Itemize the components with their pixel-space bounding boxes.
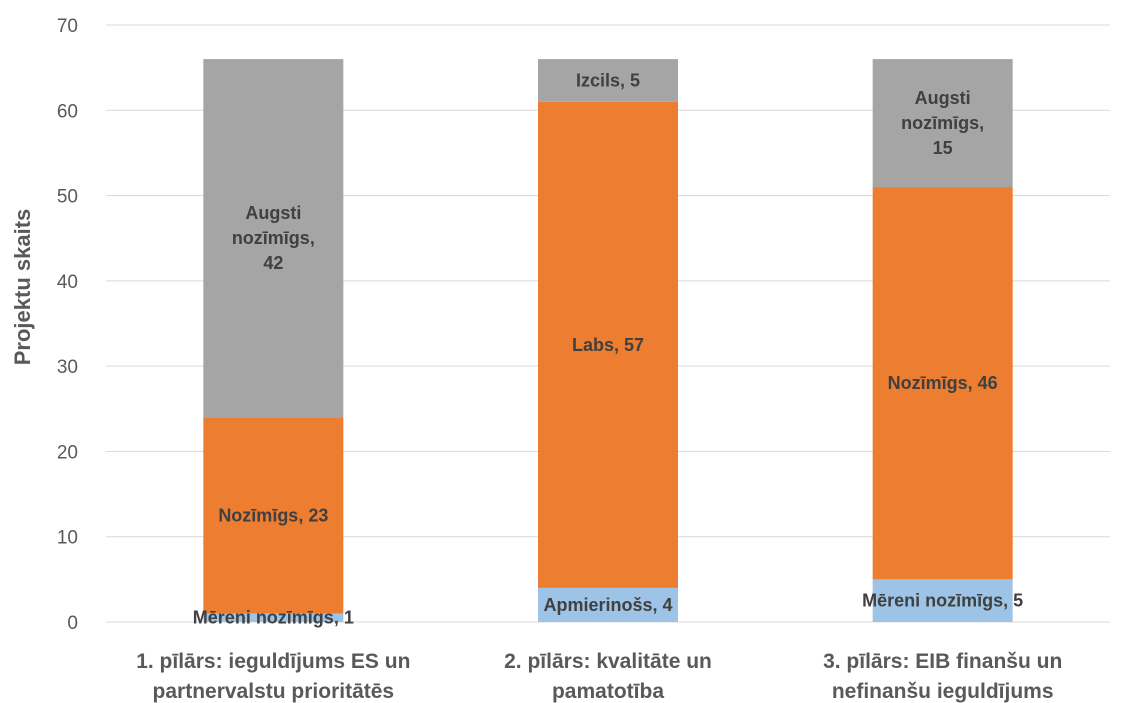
segment-label-line: Nozīmīgs, 46 [888,373,998,393]
segment-label-line: Apmierinošs, 4 [543,595,672,615]
bar-segment [872,187,1013,580]
segment-label-line: Mēreni nozīmīgs, 1 [193,608,354,628]
segment-label: Augsti nozīmīgs, 15 [901,88,984,158]
bar-segment [538,587,678,622]
x-category-label-line: nefinanšu ieguldījums [832,680,1054,703]
x-category-label: 3. pīlārs: EIB finanšu un nefinanšu iegul… [823,650,1062,703]
segment-label: Augsti nozīmīgs, 42 [232,203,315,273]
y-tick-label: 60 [57,101,78,122]
segment-label-line: 42 [263,253,283,273]
y-axis-ticks: 0 10 20 30 40 50 60 70 [57,16,78,634]
y-axis-title: Projektu skaits [10,209,35,366]
segment-label: Mēreni nozīmīgs, 5 [862,591,1023,611]
x-category-label-line: partnervalstu prioritātēs [153,680,395,703]
segment-label-line: 15 [933,138,953,158]
x-category-label: 1. pīlārs: ieguldījums ES un partnervalst… [136,650,410,703]
bars [203,59,1013,622]
segment-label-line: nozīmīgs, [232,228,315,248]
y-tick-label: 30 [57,357,78,378]
segment-label: Mēreni nozīmīgs, 1 [193,608,354,628]
segment-label: Labs, 57 [572,335,644,355]
segment-label-line: Labs, 57 [572,335,644,355]
bar-segment [538,101,678,588]
x-category-label-line: 2. pīlārs: kvalitāte un [504,650,712,673]
x-category-label-line: pamatotība [552,680,664,703]
segment-label-line: nozīmīgs, [901,113,984,133]
x-category-label: 2. pīlārs: kvalitāte un pamatotība [504,650,712,703]
x-category-label-line: 1. pīlārs: ieguldījums ES un [136,650,410,673]
segment-label-line: Izcils, 5 [576,70,640,90]
segment-label-line: Nozīmīgs, 23 [218,505,328,525]
y-tick-label: 50 [57,187,78,208]
x-category-label-line: 3. pīlārs: EIB finanšu un [823,650,1062,673]
bar-segment [872,579,1013,622]
y-tick-label: 40 [57,272,78,293]
segment-label: Nozīmīgs, 46 [888,373,998,393]
segment-label-line: Augsti [245,203,301,223]
segment-label: Nozīmīgs, 23 [218,505,328,525]
bar-segment [872,59,1013,188]
segment-label: Izcils, 5 [576,70,640,90]
y-tick-label: 20 [57,442,78,463]
segment-label-line: Mēreni nozīmīgs, 5 [862,591,1023,611]
x-axis-categories: 1. pīlārs: ieguldījums ES un partnervalst… [136,650,1062,703]
y-tick-label: 70 [57,16,78,37]
segment-label-line: Augsti [915,88,971,108]
bar-segment [538,59,678,102]
segment-labels: Mēreni nozīmīgs, 1 Nozīmīgs, 23 Augsti nozī… [193,70,1023,627]
bar-segment [203,59,344,418]
segment-label: Apmierinošs, 4 [543,595,672,615]
y-tick-label: 10 [57,528,78,549]
bar-segment [203,613,344,622]
bar-segment [203,417,344,614]
y-tick-label: 0 [67,613,78,634]
